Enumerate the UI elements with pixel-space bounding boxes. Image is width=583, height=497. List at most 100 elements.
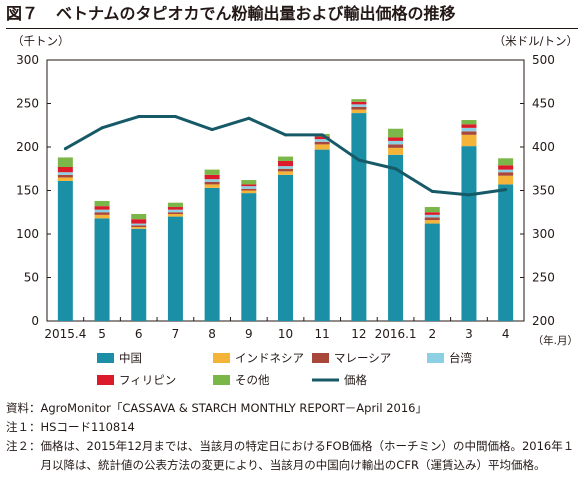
bar-segment bbox=[57, 177, 73, 181]
bar-segment bbox=[167, 207, 183, 210]
bar-segment bbox=[131, 225, 147, 228]
legend-swatch bbox=[97, 353, 114, 363]
bar-segment bbox=[167, 212, 183, 214]
bar-segment bbox=[241, 186, 257, 189]
bar-segment bbox=[94, 206, 110, 210]
legend-label: 価格 bbox=[344, 373, 367, 387]
x-tick-label: 9 bbox=[245, 327, 253, 341]
bar-segment bbox=[314, 139, 330, 142]
x-unit-label: （年.月） bbox=[533, 334, 578, 347]
bar-segment bbox=[461, 134, 477, 147]
price-point bbox=[320, 133, 324, 137]
x-tick-label: 8 bbox=[208, 327, 216, 341]
bar-segment bbox=[94, 218, 110, 321]
bar-segment bbox=[388, 154, 404, 321]
bar-segment bbox=[278, 156, 293, 161]
bar-segment bbox=[314, 141, 330, 145]
figure-title: 図７ ベトナムのタピオカでん粉輸出量および輸出価格の推移 bbox=[6, 2, 578, 26]
y-right-tick-label: 250 bbox=[532, 271, 555, 285]
price-point bbox=[504, 188, 508, 192]
y-left-tick-label: 200 bbox=[16, 140, 39, 154]
chart: 0 50 100 150 200 250 300 200 250 300 350 400 450 500 2… bbox=[12, 34, 578, 387]
bar-segment bbox=[424, 223, 440, 321]
note-source: 資料： AgroMonitor「CASSAVA & STARCH MONTHLY… bbox=[6, 399, 578, 418]
bar-segment bbox=[57, 180, 73, 321]
bar-segment bbox=[57, 157, 73, 168]
bar-segment bbox=[461, 120, 477, 125]
price-point bbox=[247, 116, 251, 120]
bar-segment bbox=[167, 216, 183, 321]
note-source-text: AgroMonitor「CASSAVA & STARCH MONTHLY REP… bbox=[40, 401, 428, 415]
bar-segment bbox=[131, 213, 147, 220]
price-point bbox=[63, 147, 67, 151]
x-tick-label: 7 bbox=[172, 327, 180, 341]
y-right-tick-label: 400 bbox=[532, 140, 555, 154]
title-underline bbox=[6, 28, 578, 29]
bar-segment bbox=[241, 190, 257, 194]
y-left-tick-label: 300 bbox=[16, 53, 39, 67]
bar-segment bbox=[351, 101, 367, 105]
x-tick-label: 12 bbox=[351, 327, 366, 341]
x-tick-label: 2016.1 bbox=[375, 327, 417, 341]
bar-segment bbox=[461, 146, 477, 321]
bar-segment bbox=[94, 212, 110, 215]
legend-label: 中国 bbox=[119, 351, 142, 365]
y-right-tick-label: 450 bbox=[532, 97, 555, 111]
bar-segment bbox=[351, 99, 367, 102]
x-tick-label: 2 bbox=[428, 327, 436, 341]
bar-segment bbox=[131, 219, 147, 224]
bar-segment bbox=[314, 149, 330, 321]
note-2-text: 価格は、2015年12月までは、当該月の特定日におけるFOB価格（ホーチミン）の… bbox=[40, 439, 575, 472]
y-right-tick-label: 200 bbox=[532, 314, 555, 328]
legend-swatch bbox=[213, 375, 230, 385]
y-left-tick-label: 100 bbox=[16, 227, 39, 241]
price-point bbox=[173, 115, 177, 119]
bar-segment bbox=[498, 165, 514, 170]
bar-segment bbox=[351, 104, 367, 107]
bar-segment bbox=[278, 160, 293, 167]
bar-segment bbox=[241, 180, 257, 185]
bar-segment bbox=[204, 184, 220, 188]
y-right-tick-label: 300 bbox=[532, 227, 555, 241]
note-2-label: 注２： bbox=[6, 439, 41, 453]
bar-segment bbox=[204, 181, 220, 185]
bar-segment bbox=[131, 223, 147, 226]
bar-segment bbox=[351, 109, 367, 114]
price-point bbox=[394, 167, 398, 171]
bar-segment bbox=[131, 228, 147, 321]
x-tick-label: 3 bbox=[465, 327, 473, 341]
price-point bbox=[210, 128, 214, 132]
bar-segment bbox=[351, 113, 367, 321]
bar-segment bbox=[167, 202, 183, 208]
x-tick-label: 2015.4 bbox=[44, 327, 86, 341]
legend-label: フィリピン bbox=[119, 373, 176, 387]
legend-label: マレーシア bbox=[334, 351, 391, 365]
bar-segment bbox=[278, 174, 293, 321]
bar-segment bbox=[498, 158, 514, 166]
bar-segment bbox=[424, 220, 440, 224]
bar-segment bbox=[461, 124, 477, 128]
bar-segment bbox=[94, 200, 110, 207]
bar-segment bbox=[94, 209, 110, 213]
bar-segment bbox=[314, 144, 330, 150]
bar-segment bbox=[498, 175, 514, 185]
price-point bbox=[467, 193, 471, 197]
bar-segment bbox=[388, 147, 404, 155]
legend-swatch bbox=[97, 375, 114, 385]
x-tick-label: 5 bbox=[98, 327, 106, 341]
bar-segment bbox=[461, 131, 477, 135]
legend-swatch bbox=[213, 353, 230, 363]
x-tick-label: 6 bbox=[135, 327, 143, 341]
price-point bbox=[284, 133, 287, 137]
y-left-tick-label: 250 bbox=[16, 97, 39, 111]
legend-label: インドネシア bbox=[235, 351, 304, 365]
bar-segment bbox=[204, 187, 220, 321]
bar-segment bbox=[57, 174, 73, 178]
bar-segment bbox=[204, 174, 220, 180]
notes: 資料： AgroMonitor「CASSAVA & STARCH MONTHLY… bbox=[6, 399, 578, 475]
note-1-label: 注１： bbox=[6, 420, 41, 434]
y-left-unit-label: （千トン） bbox=[12, 34, 70, 48]
x-tick-label: 10 bbox=[278, 327, 293, 341]
bar-segment bbox=[241, 193, 257, 321]
price-point bbox=[137, 115, 141, 119]
